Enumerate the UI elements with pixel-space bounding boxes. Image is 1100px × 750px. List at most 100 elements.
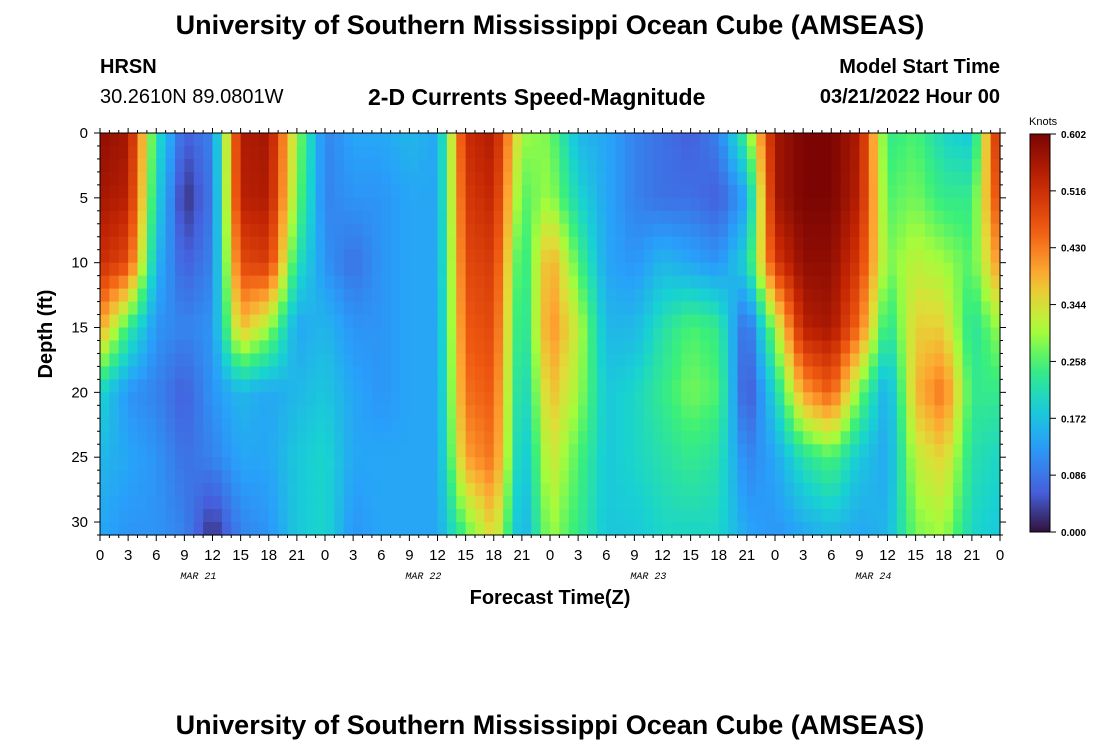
heatmap-cell: [606, 210, 617, 225]
heatmap-cell: [625, 457, 635, 471]
heatmap-cell: [596, 275, 607, 290]
heatmap-cell: [503, 210, 514, 225]
heatmap-cell: [493, 145, 504, 160]
heatmap-cell: [887, 418, 898, 432]
heatmap-cell: [943, 236, 954, 251]
heatmap-cell: [953, 457, 964, 471]
heatmap-cell: [896, 171, 907, 186]
heatmap-cell: [475, 327, 485, 342]
heatmap-cell: [850, 262, 860, 277]
heatmap-cell: [184, 392, 195, 406]
heatmap-cell: [803, 223, 814, 238]
heatmap-cell: [971, 366, 982, 380]
heatmap-cell: [531, 353, 542, 368]
heatmap-cell: [456, 288, 467, 303]
heatmap-cell: [859, 197, 870, 212]
heatmap-cell: [962, 509, 973, 523]
heatmap-cell: [268, 275, 279, 290]
heatmap-cell: [503, 184, 514, 199]
heatmap-cell: [306, 340, 317, 355]
heatmap-cell: [606, 340, 617, 355]
heatmap-cell: [250, 366, 260, 380]
heatmap-cell: [887, 353, 898, 368]
heatmap-cell: [231, 470, 242, 484]
heatmap-cell: [409, 431, 420, 445]
heatmap-cell: [193, 288, 204, 303]
heatmap-cell: [784, 457, 795, 471]
heatmap-cell: [221, 288, 232, 303]
heatmap-cell: [981, 366, 992, 380]
heatmap-cell: [953, 327, 964, 342]
heatmap-cell: [296, 496, 307, 510]
heatmap-cell: [268, 171, 279, 186]
heatmap-cell: [850, 405, 860, 419]
heatmap-cell: [306, 353, 317, 368]
heatmap-cell: [193, 301, 204, 316]
heatmap-cell: [400, 236, 410, 251]
heatmap-cell: [709, 210, 720, 225]
heatmap-cell: [906, 431, 917, 445]
heatmap-cell: [700, 327, 710, 342]
heatmap-cell: [240, 184, 251, 199]
heatmap-cell: [428, 353, 439, 368]
heatmap-cell: [728, 444, 739, 458]
heatmap-cell: [315, 327, 326, 342]
heatmap-cell: [681, 262, 692, 277]
heatmap-cell: [850, 496, 860, 510]
heatmap-cell: [268, 379, 279, 393]
heatmap-cell: [203, 340, 214, 355]
heatmap-cell: [371, 249, 382, 264]
heatmap-cell: [878, 444, 889, 458]
heatmap-cell: [925, 444, 935, 458]
heatmap-cell: [896, 522, 907, 536]
heatmap-cell: [990, 509, 1001, 523]
heatmap-cell: [953, 197, 964, 212]
heatmap-cell: [812, 353, 823, 368]
heatmap-cell: [371, 314, 382, 329]
heatmap-cell: [878, 483, 889, 497]
heatmap-cell: [203, 223, 214, 238]
heatmap-cell: [128, 145, 139, 160]
heatmap-cell: [634, 392, 645, 406]
heatmap-cell: [596, 197, 607, 212]
heatmap-cell: [990, 405, 1001, 419]
heatmap-cell: [868, 262, 879, 277]
heatmap-cell: [221, 171, 232, 186]
heatmap-cell: [662, 444, 673, 458]
heatmap-cell: [240, 431, 251, 445]
heatmap-cell: [615, 366, 626, 380]
heatmap-cell: [728, 353, 739, 368]
heatmap-cell: [193, 197, 204, 212]
heatmap-cell: [418, 418, 429, 432]
heatmap-cell: [296, 340, 307, 355]
heatmap-cell: [784, 262, 795, 277]
heatmap-cell: [184, 366, 195, 380]
heatmap-cell: [100, 210, 110, 225]
heatmap-cell: [296, 392, 307, 406]
heatmap-cell: [137, 223, 148, 238]
heatmap-cell: [203, 171, 214, 186]
heatmap-cell: [325, 366, 335, 380]
heatmap-cell: [390, 158, 401, 173]
heatmap-cell: [812, 509, 823, 523]
heatmap-cell: [559, 314, 570, 329]
heatmap-cell: [446, 145, 457, 160]
heatmap-cell: [437, 210, 448, 225]
heatmap-cell: [568, 184, 579, 199]
heatmap-cell: [193, 171, 204, 186]
heatmap-cell: [521, 262, 532, 277]
heatmap-cell: [343, 210, 354, 225]
heatmap-cell: [615, 133, 626, 147]
heatmap-cell: [615, 223, 626, 238]
heatmap-cell: [296, 405, 307, 419]
heatmap-cell: [756, 457, 767, 471]
heatmap-cell: [306, 236, 317, 251]
heatmap-cell: [456, 275, 467, 290]
heatmap-cell: [390, 314, 401, 329]
heatmap-cell: [381, 223, 392, 238]
heatmap-cell: [953, 184, 964, 199]
heatmap-cell: [137, 210, 148, 225]
heatmap-cell: [700, 133, 710, 147]
heatmap-cell: [578, 288, 589, 303]
heatmap-cell: [756, 158, 767, 173]
